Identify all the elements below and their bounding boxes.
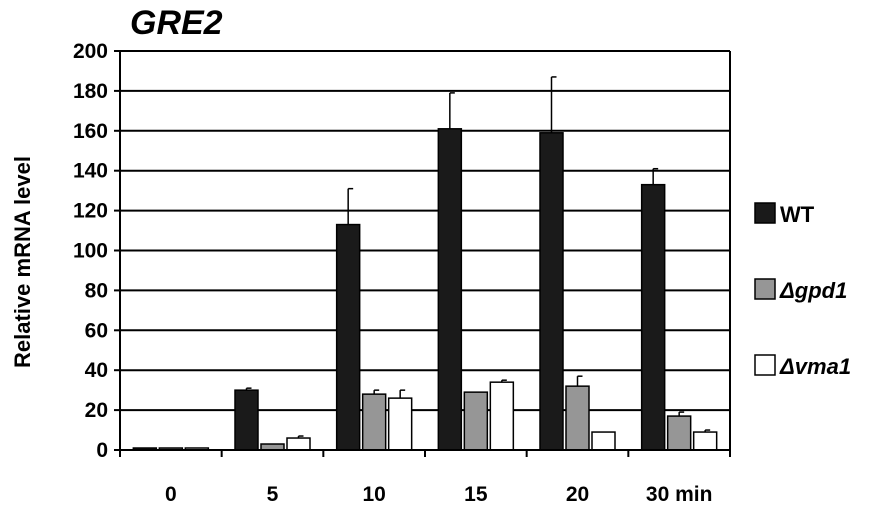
y-tick-label: 60 (85, 319, 108, 342)
y-tick-label: 180 (73, 80, 108, 103)
bar-vma1-20 (591, 431, 616, 451)
error-bars (245, 76, 711, 439)
bar-vma1-5 (286, 437, 311, 451)
x-tick-label: 30 min (646, 483, 713, 506)
y-tick-label: 100 (73, 240, 108, 263)
bar-vma1-30-min (692, 431, 718, 451)
y-axis-label: Relative mRNA level (10, 156, 35, 368)
bar-gpd1-10 (361, 393, 387, 451)
legend-label: WT (780, 202, 815, 227)
y-tick-labels: 0 20 40 60 80 100 120 140 160 180 200 (73, 40, 108, 462)
y-tick-label: 0 (96, 439, 108, 462)
chart-title: GRE2 (130, 4, 223, 42)
bar-WT-5 (234, 389, 259, 451)
x-tick-label: 5 (267, 483, 279, 506)
y-tick-label: 160 (73, 120, 108, 143)
legend-label: Δgpd1 (779, 278, 847, 303)
x-tick-label: 0 (165, 483, 177, 506)
bar-WT-20 (539, 132, 564, 451)
bar-WT-10 (335, 223, 361, 451)
legend-swatch (754, 354, 776, 376)
y-tick-label: 20 (85, 399, 108, 422)
x-tick-label: 15 (464, 483, 488, 506)
legend-label: Δvma1 (779, 354, 851, 379)
x-tick-labels: 0 5 10 15 20 30 min (165, 483, 712, 506)
axes (114, 50, 731, 457)
gridlines (120, 50, 730, 412)
legend-swatch (754, 278, 776, 300)
bar-WT-15 (437, 128, 463, 451)
bar-WT-30-min (640, 183, 666, 451)
x-tick-label: 20 (566, 483, 589, 506)
legend: WT Δgpd1 Δvma1 (754, 202, 851, 379)
bar-vma1-15 (489, 381, 515, 451)
y-tick-label: 40 (85, 359, 108, 382)
bar-gpd1-30-min (666, 415, 692, 451)
y-tick-label: 80 (85, 279, 108, 302)
bar-vma1-10 (387, 397, 413, 451)
y-tick-label: 120 (73, 200, 108, 223)
y-tick-label: 140 (73, 160, 108, 183)
bar-gpd1-20 (565, 385, 590, 451)
bar-gpd1-15 (463, 391, 489, 451)
x-tick-label: 10 (362, 483, 385, 506)
y-tick-label: 200 (73, 40, 108, 63)
legend-swatch (754, 202, 776, 224)
bars (132, 128, 718, 451)
